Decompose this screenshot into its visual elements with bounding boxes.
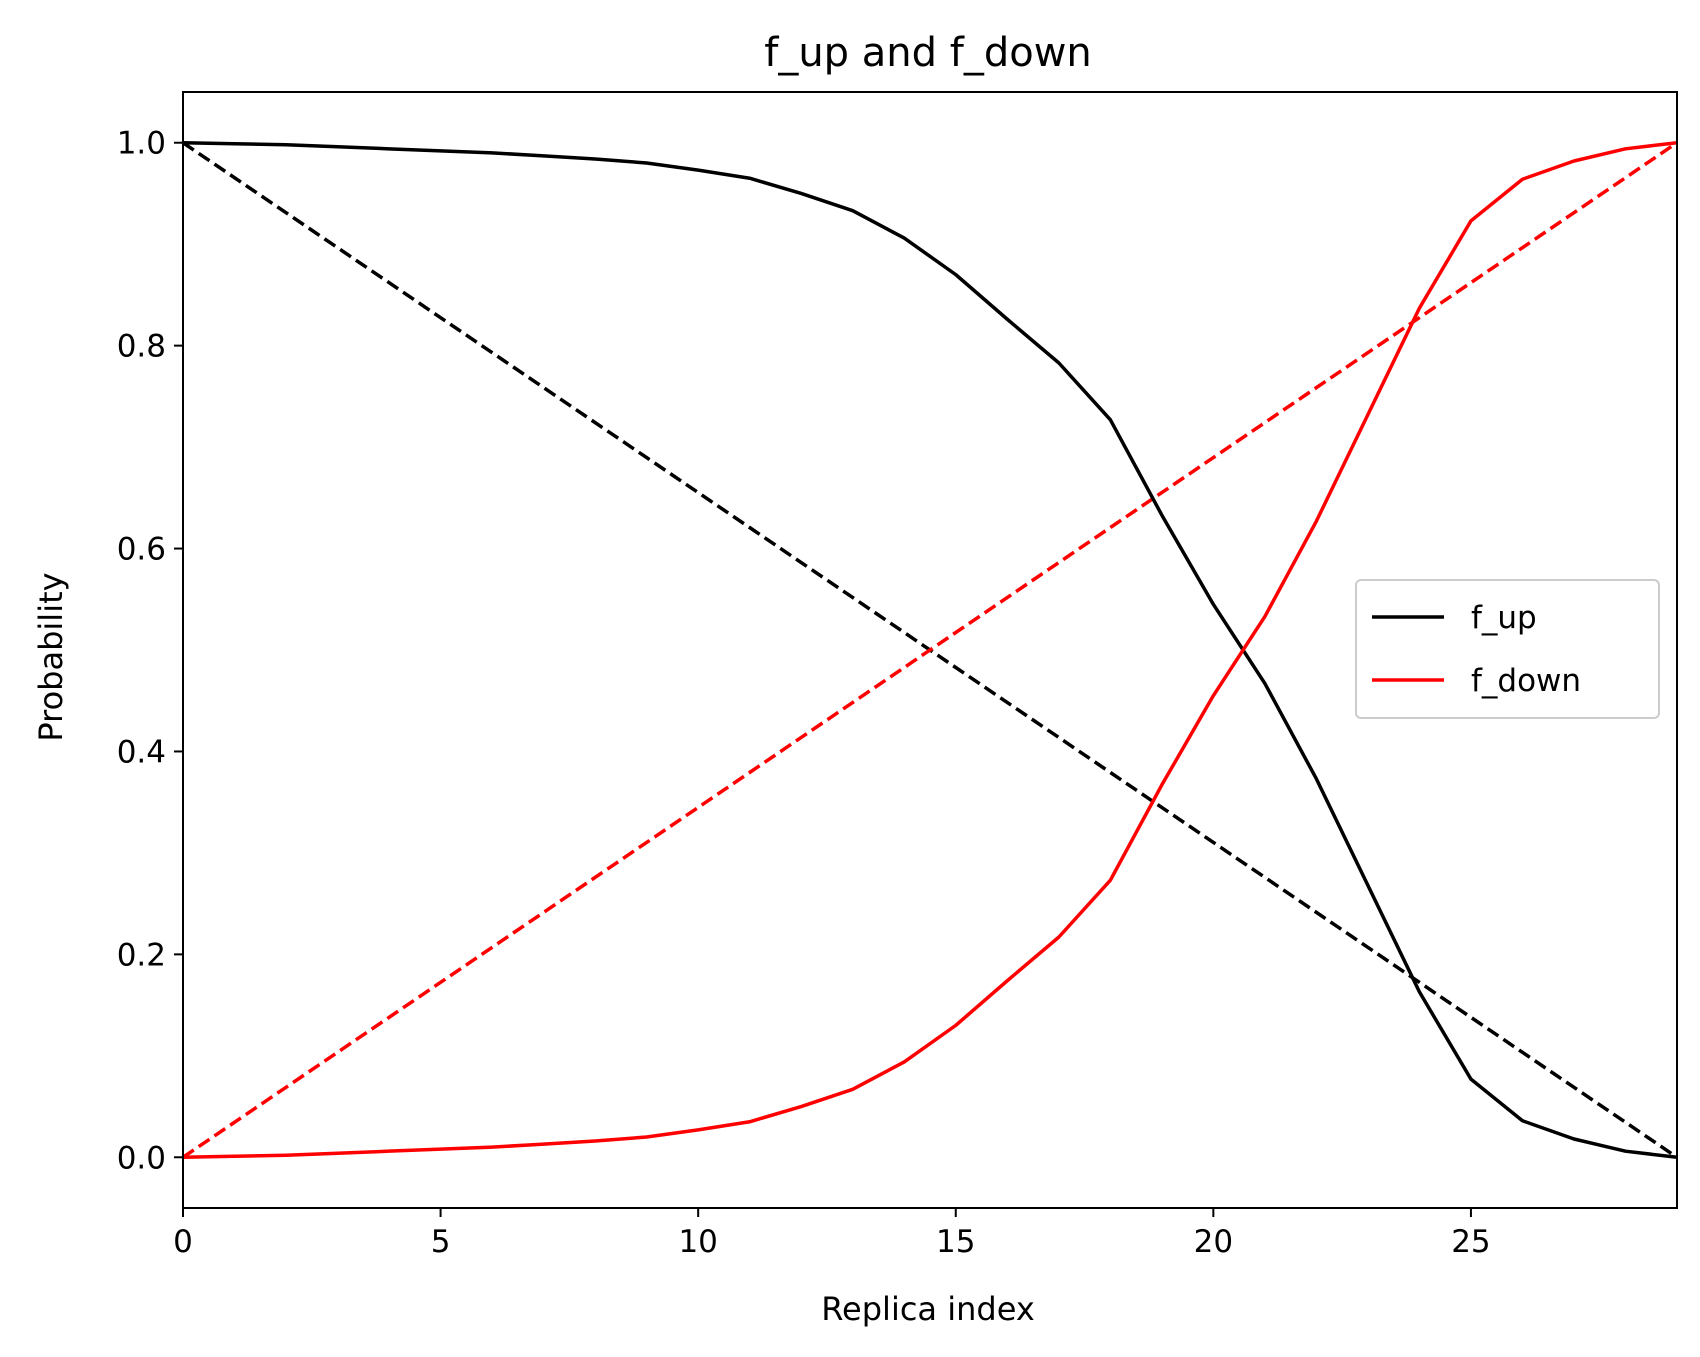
y-axis-label: Probability <box>32 572 70 741</box>
reference-line-1 <box>183 141 1677 1159</box>
series-line-f_down <box>183 140 1677 1160</box>
x-tick-label: 25 <box>1451 1224 1490 1260</box>
y-tick-label: 0.2 <box>117 937 166 973</box>
legend: f_up f_down <box>1355 579 1660 719</box>
y-tick-label: 0.4 <box>117 734 166 770</box>
series-group <box>183 140 1677 1160</box>
legend-label-f_down: f_down <box>1471 663 1581 699</box>
x-axis-label: Replica index <box>821 1290 1035 1328</box>
y-tick-label: 0.6 <box>117 532 166 568</box>
legend-box <box>1355 579 1660 719</box>
x-tick-label: 5 <box>431 1224 451 1260</box>
legend-label-f_up: f_up <box>1471 600 1537 636</box>
axes-frame <box>182 91 1678 1209</box>
y-tick-label: 0.0 <box>117 1140 166 1176</box>
axes: 0 5 10 15 20 25 0.0 0.2 0.4 0.6 0.8 1.0 <box>117 91 1678 1260</box>
y-tick-label: 0.8 <box>117 329 166 365</box>
x-tick-label: 0 <box>173 1224 193 1260</box>
x-tick-label: 20 <box>1194 1224 1233 1260</box>
plot-area <box>183 140 1677 1160</box>
series-line-f_up <box>183 140 1677 1160</box>
x-tick-label: 10 <box>678 1224 717 1260</box>
x-tick-label: 15 <box>936 1224 975 1260</box>
y-tick-label: 1.0 <box>117 126 166 162</box>
chart-title: f_up and f_down <box>764 30 1092 76</box>
